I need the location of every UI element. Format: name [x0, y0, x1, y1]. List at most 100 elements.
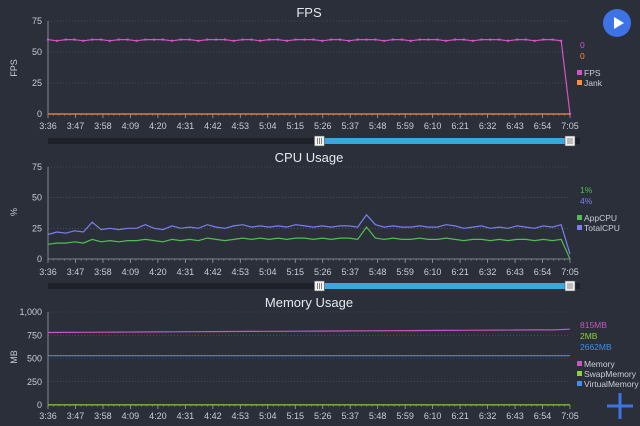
fps-point [427, 38, 430, 41]
current-value-appcpu: 1% [580, 185, 593, 195]
fps-point [82, 39, 85, 43]
y-tick-label: 250 [27, 377, 42, 387]
y-tick-label: 25 [32, 78, 42, 88]
x-tick-label: 5:26 [314, 411, 332, 421]
fps-point [312, 38, 315, 41]
fps-point [524, 38, 527, 41]
fps-point [551, 38, 554, 41]
fps-point [197, 39, 200, 43]
range-slider-track[interactable] [48, 283, 580, 289]
x-tick-label: 4:31 [177, 267, 195, 277]
legend-label-fps: FPS [584, 68, 601, 78]
legend-swatch [577, 361, 582, 366]
current-value-virtualmemory: 2662MB [580, 342, 612, 352]
x-tick-label: 3:47 [67, 267, 85, 277]
x-tick-label: 7:05 [561, 267, 579, 277]
fps-point [161, 38, 165, 41]
fps-point [135, 39, 138, 43]
x-tick-label: 4:42 [204, 267, 222, 277]
series-line-appcpu [47, 226, 571, 260]
fps-point [276, 38, 280, 41]
y-axis-label: FPS [9, 59, 19, 77]
fps-point [347, 39, 351, 43]
x-tick-label: 5:48 [369, 411, 387, 421]
current-value-memory: 815MB [580, 320, 607, 330]
legend-swatch [577, 381, 582, 386]
x-tick-label: 5:15 [286, 121, 304, 131]
fps-point [99, 38, 103, 41]
y-tick-label: 0 [37, 400, 42, 410]
fps-point [46, 38, 50, 41]
legend-label-virtualmemory: VirtualMemory [584, 379, 639, 389]
play-icon [614, 17, 624, 29]
legend-label-totalcpu: TotalCPU [584, 223, 620, 233]
legend-swatch [577, 70, 582, 75]
x-tick-label: 4:20 [149, 121, 167, 131]
add-button[interactable] [606, 392, 634, 420]
x-tick-label: 3:58 [94, 267, 112, 277]
fps-point [64, 38, 67, 41]
x-tick-label: 6:32 [479, 411, 497, 421]
x-tick-label: 4:20 [149, 411, 167, 421]
x-tick-label: 5:04 [259, 121, 277, 131]
x-tick-label: 6:43 [506, 267, 524, 277]
fps-point [489, 38, 492, 41]
fps-point [444, 39, 448, 43]
range-slider-selection[interactable] [319, 138, 570, 144]
x-tick-label: 4:42 [204, 121, 222, 131]
fps-point [126, 38, 129, 41]
x-tick-label: 6:10 [424, 267, 442, 277]
fps-point [294, 38, 297, 41]
y-axis-label: % [9, 208, 19, 216]
fps-point [152, 38, 156, 41]
fps-point [506, 39, 510, 43]
x-tick-label: 4:42 [204, 411, 222, 421]
fps-point [462, 38, 466, 41]
x-tick-label: 3:36 [39, 411, 57, 421]
fps-point [214, 38, 218, 41]
x-tick-label: 4:20 [149, 267, 167, 277]
y-axis-label: MB [9, 350, 19, 364]
legend-swatch [577, 80, 582, 85]
x-tick-label: 4:53 [232, 267, 250, 277]
fps-point [374, 38, 377, 41]
x-tick-label: 3:47 [67, 121, 85, 131]
x-tick-label: 6:43 [506, 121, 524, 131]
series-line-fps [47, 38, 571, 115]
legend-swatch [577, 215, 582, 220]
x-tick-label: 3:47 [67, 411, 85, 421]
x-tick-label: 5:37 [341, 267, 359, 277]
range-slider-track[interactable] [48, 138, 580, 144]
fps-point [480, 38, 483, 41]
y-tick-label: 50 [32, 47, 42, 57]
fps-point [206, 38, 209, 41]
x-tick-label: 4:31 [177, 121, 195, 131]
y-tick-label: 75 [32, 16, 42, 26]
legend-swatch [577, 371, 582, 376]
current-value-totalcpu: 4% [580, 196, 593, 206]
fps-point [73, 38, 76, 41]
fps-point [241, 38, 244, 41]
fps-point [321, 39, 324, 43]
x-tick-label: 5:26 [314, 121, 332, 131]
x-tick-label: 3:58 [94, 121, 112, 131]
fps-point [409, 39, 412, 43]
plus-icon [607, 393, 633, 419]
chart-title: Memory Usage [265, 295, 353, 310]
x-tick-label: 4:53 [232, 121, 250, 131]
fps-point [55, 39, 59, 43]
fps-point [391, 38, 395, 41]
x-tick-label: 3:36 [39, 267, 57, 277]
y-tick-label: 1,000 [19, 307, 42, 317]
range-slider-selection[interactable] [319, 283, 570, 289]
x-tick-label: 5:48 [369, 121, 387, 131]
fps-point [418, 38, 421, 41]
fps-point [515, 38, 519, 41]
x-tick-label: 5:59 [396, 121, 414, 131]
x-tick-label: 6:10 [424, 411, 442, 421]
fps-point [329, 38, 333, 41]
play-button[interactable] [603, 9, 631, 37]
fps-point [267, 38, 271, 41]
x-tick-label: 5:37 [341, 411, 359, 421]
y-tick-label: 0 [37, 254, 42, 264]
